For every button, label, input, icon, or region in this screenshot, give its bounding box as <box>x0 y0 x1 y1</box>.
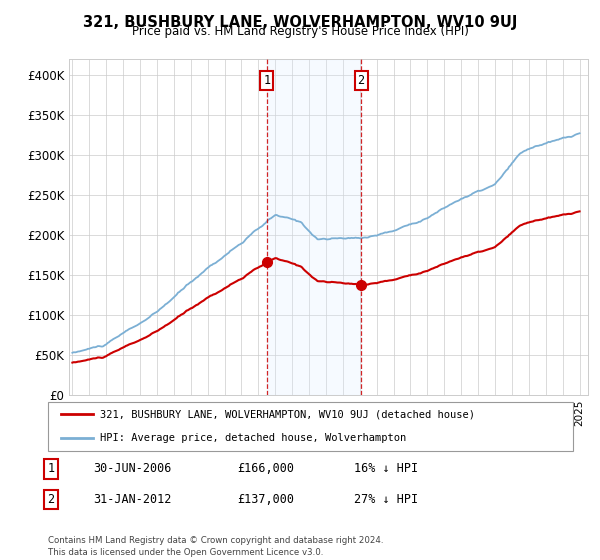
Text: 1: 1 <box>263 74 271 87</box>
Text: £166,000: £166,000 <box>237 462 294 475</box>
Text: 321, BUSHBURY LANE, WOLVERHAMPTON, WV10 9UJ: 321, BUSHBURY LANE, WOLVERHAMPTON, WV10 … <box>83 15 517 30</box>
FancyBboxPatch shape <box>48 402 573 451</box>
Text: 31-JAN-2012: 31-JAN-2012 <box>93 493 172 506</box>
Text: Contains HM Land Registry data © Crown copyright and database right 2024.
This d: Contains HM Land Registry data © Crown c… <box>48 536 383 557</box>
Text: Price paid vs. HM Land Registry's House Price Index (HPI): Price paid vs. HM Land Registry's House … <box>131 25 469 38</box>
Text: £137,000: £137,000 <box>237 493 294 506</box>
Text: 321, BUSHBURY LANE, WOLVERHAMPTON, WV10 9UJ (detached house): 321, BUSHBURY LANE, WOLVERHAMPTON, WV10 … <box>101 409 476 419</box>
Text: 2: 2 <box>358 74 365 87</box>
Text: 16% ↓ HPI: 16% ↓ HPI <box>354 462 418 475</box>
Text: 27% ↓ HPI: 27% ↓ HPI <box>354 493 418 506</box>
Text: 30-JUN-2006: 30-JUN-2006 <box>93 462 172 475</box>
Text: 2: 2 <box>47 493 55 506</box>
Bar <box>267 59 361 395</box>
Text: HPI: Average price, detached house, Wolverhampton: HPI: Average price, detached house, Wolv… <box>101 433 407 443</box>
Text: 1: 1 <box>47 462 55 475</box>
